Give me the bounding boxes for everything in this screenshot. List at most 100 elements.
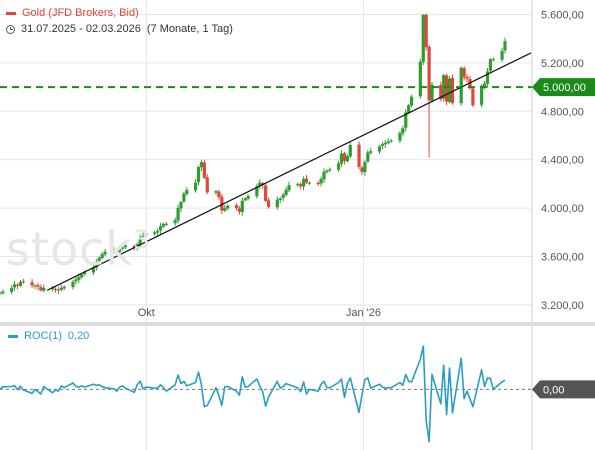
- candle: [307, 181, 312, 185]
- candle-body: [316, 183, 320, 185]
- support-price-label: 5.000,00: [532, 78, 595, 97]
- candle-body: [1, 291, 5, 294]
- candle: [488, 58, 493, 73]
- roc-swatch-icon: [8, 334, 18, 338]
- candle: [202, 159, 206, 180]
- candle-body: [383, 142, 387, 145]
- candle-body: [158, 226, 163, 231]
- candle: [409, 94, 414, 108]
- candle-body: [377, 146, 382, 152]
- candle: [123, 242, 128, 249]
- candle-body: [278, 198, 282, 200]
- candle: [15, 283, 20, 290]
- candle: [281, 192, 285, 202]
- candle: [430, 82, 434, 103]
- candle: [389, 139, 393, 143]
- candle-body: [196, 166, 201, 183]
- candle: [39, 284, 43, 292]
- candle-body: [284, 189, 288, 196]
- candle-body: [202, 162, 206, 178]
- candle-body: [100, 254, 104, 259]
- candle-body: [62, 286, 66, 289]
- candle-body: [322, 171, 326, 180]
- x-tick-label: Jan '26: [346, 307, 381, 319]
- panel-divider: [0, 322, 595, 326]
- candle-body: [442, 75, 446, 99]
- candle-body: [138, 237, 142, 245]
- candle-body: [176, 208, 180, 221]
- candle-body: [36, 285, 40, 287]
- candle-body: [103, 251, 107, 255]
- candle-body: [418, 61, 422, 97]
- candle-body: [360, 167, 364, 172]
- candle-body: [74, 279, 78, 282]
- candle: [59, 284, 63, 292]
- candle-body: [488, 59, 493, 71]
- candle: [363, 160, 367, 176]
- candle-body: [94, 262, 98, 268]
- candle-body: [409, 96, 414, 106]
- candle-body: [348, 145, 352, 157]
- candle: [33, 284, 37, 289]
- candle-body: [304, 178, 309, 183]
- candle: [42, 284, 46, 293]
- candle: [404, 109, 408, 132]
- candle: [360, 166, 364, 175]
- candle: [0, 291, 2, 295]
- candle-body: [214, 191, 218, 193]
- candle: [217, 189, 221, 201]
- candle: [296, 182, 300, 188]
- candle: [450, 74, 455, 105]
- candle: [226, 204, 230, 211]
- candle-body: [220, 196, 224, 211]
- roc-name: ROC(1): [24, 330, 62, 342]
- candle: [500, 48, 504, 63]
- candle: [103, 248, 107, 257]
- candle-body: [447, 78, 452, 102]
- candle: [386, 138, 390, 145]
- candle-body: [404, 112, 408, 128]
- candle: [342, 151, 347, 165]
- watermark-logo: stock3: [6, 222, 151, 276]
- candle-body: [97, 257, 101, 263]
- candle: [21, 278, 25, 284]
- candle-body: [342, 153, 347, 161]
- candle: [439, 81, 443, 102]
- candle-body: [56, 289, 60, 291]
- candle-body: [363, 162, 367, 173]
- candle: [240, 197, 244, 216]
- instrument-row[interactable]: Gold (JFD Brokers, Bid): [6, 5, 233, 21]
- candle-body: [30, 282, 34, 286]
- candle-body: [275, 199, 279, 208]
- candle: [156, 228, 160, 236]
- candle-body: [123, 245, 128, 248]
- candle-body: [366, 152, 370, 162]
- candle-body: [121, 246, 125, 249]
- candle: [278, 197, 282, 203]
- candle: [459, 66, 463, 106]
- candle-body: [59, 287, 63, 290]
- candle: [62, 285, 66, 291]
- candle: [445, 73, 449, 106]
- candle: [223, 204, 227, 213]
- candle-body: [255, 186, 259, 197]
- candle: [339, 150, 344, 167]
- candle: [383, 140, 387, 148]
- candle: [337, 160, 341, 173]
- candle-body: [33, 285, 37, 287]
- y-tick-label: 3.600,00: [541, 251, 584, 263]
- candle-body: [319, 179, 323, 184]
- candle-body: [83, 272, 87, 275]
- candle-body: [264, 185, 268, 201]
- roc-legend[interactable]: ROC(1) 0,20: [8, 330, 89, 342]
- candle: [258, 179, 262, 189]
- candle: [237, 205, 241, 215]
- candle-body: [296, 183, 300, 185]
- candle-body: [42, 287, 46, 291]
- candle: [465, 74, 469, 83]
- candle: [158, 222, 163, 235]
- candle: [418, 59, 422, 99]
- chart-legend: Gold (JFD Brokers, Bid) 31.07.2025 - 02.…: [6, 5, 233, 37]
- candle: [153, 230, 157, 237]
